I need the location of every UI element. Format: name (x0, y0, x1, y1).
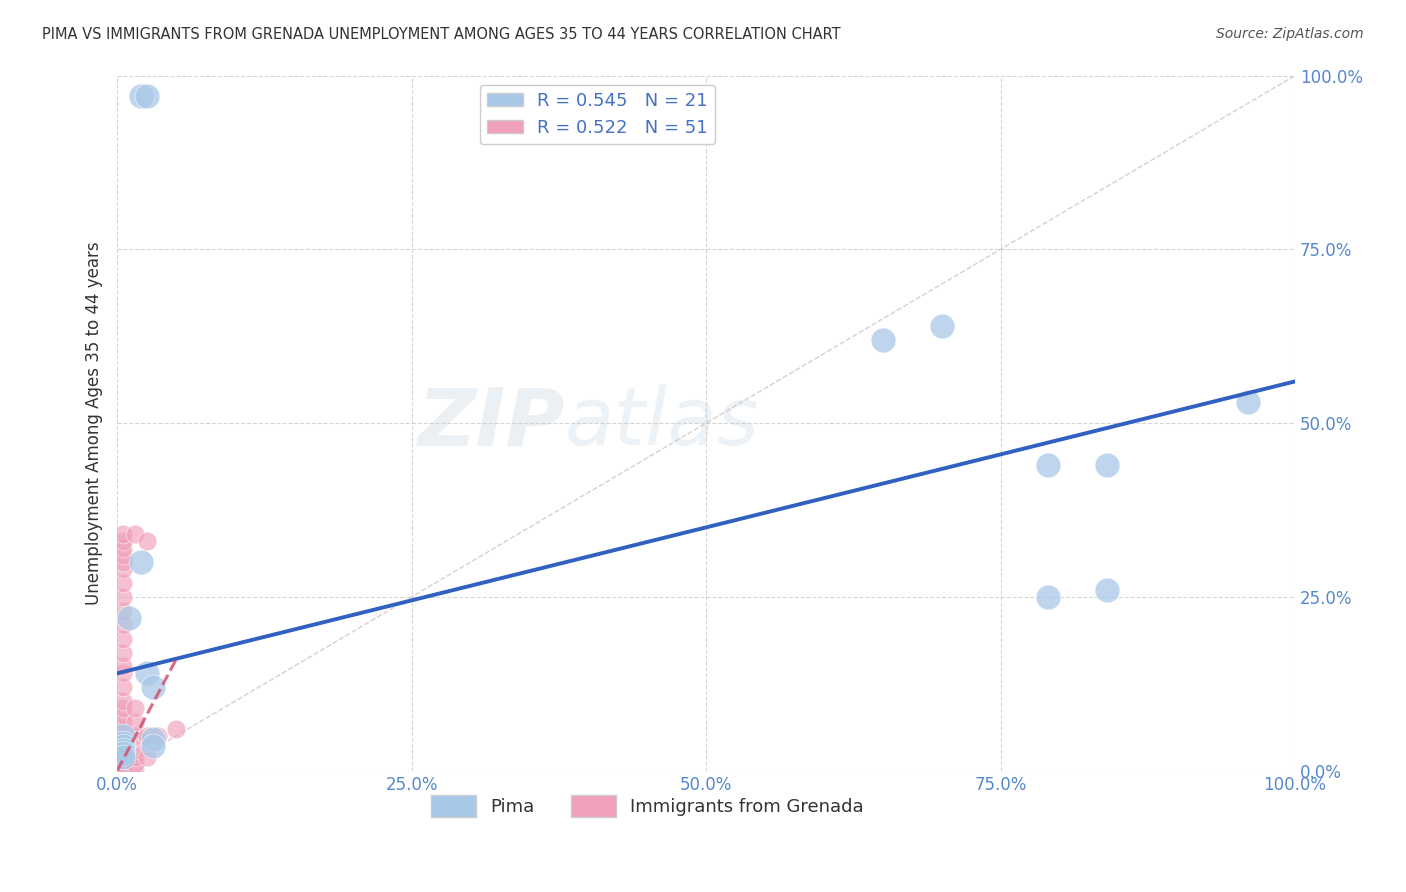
Point (112, 764, 135, 778)
Point (135, 749, 157, 764)
Point (129, 89, 152, 103)
Point (112, 743, 135, 757)
Point (1237, 395, 1260, 409)
Point (112, 617, 135, 632)
Point (124, 729, 146, 743)
Point (124, 743, 146, 757)
Point (135, 534, 157, 549)
Point (1095, 582, 1118, 597)
Point (112, 764, 135, 778)
Point (112, 764, 135, 778)
Point (124, 701, 146, 715)
Point (872, 333, 894, 347)
Point (124, 749, 146, 764)
Point (1036, 590, 1059, 604)
Point (112, 747, 135, 761)
Point (112, 739, 135, 754)
Point (112, 632, 135, 646)
Point (141, 739, 163, 754)
Point (112, 747, 135, 761)
Point (148, 729, 170, 743)
Point (112, 708, 135, 723)
Point (112, 714, 135, 729)
Point (124, 756, 146, 771)
Point (112, 541, 135, 556)
Point (112, 562, 135, 576)
Point (112, 753, 135, 767)
Point (112, 548, 135, 562)
Point (118, 611, 141, 625)
Point (112, 749, 135, 764)
Text: PIMA VS IMMIGRANTS FROM GRENADA UNEMPLOYMENT AMONG AGES 35 TO 44 YEARS CORRELATI: PIMA VS IMMIGRANTS FROM GRENADA UNEMPLOY… (42, 27, 841, 42)
Point (124, 764, 146, 778)
Point (112, 764, 135, 778)
Text: ZIP: ZIP (418, 384, 565, 462)
Point (165, 722, 187, 736)
Point (135, 89, 157, 103)
Point (112, 590, 135, 604)
Point (112, 680, 135, 694)
Point (112, 764, 135, 778)
Point (112, 604, 135, 618)
Point (931, 318, 953, 333)
Point (112, 729, 135, 743)
Point (1036, 458, 1059, 472)
Point (112, 749, 135, 764)
Point (135, 729, 157, 743)
Y-axis label: Unemployment Among Ages 35 to 44 years: Unemployment Among Ages 35 to 44 years (86, 242, 103, 605)
Point (129, 555, 152, 569)
Point (112, 760, 135, 774)
Point (112, 739, 135, 754)
Point (112, 555, 135, 569)
Point (112, 694, 135, 708)
Point (112, 756, 135, 771)
Point (112, 701, 135, 715)
Legend: Pima, Immigrants from Grenada: Pima, Immigrants from Grenada (423, 788, 870, 824)
Point (141, 680, 163, 694)
Point (112, 527, 135, 541)
Point (112, 736, 135, 750)
Point (112, 736, 135, 750)
Point (1095, 458, 1118, 472)
Point (112, 753, 135, 767)
Point (112, 749, 135, 764)
Point (112, 756, 135, 771)
Point (141, 732, 163, 747)
Point (112, 646, 135, 660)
Point (135, 666, 157, 681)
Point (112, 722, 135, 736)
Point (112, 534, 135, 549)
Point (112, 760, 135, 774)
Point (124, 714, 146, 729)
Point (112, 666, 135, 681)
Text: Source: ZipAtlas.com: Source: ZipAtlas.com (1216, 27, 1364, 41)
Point (112, 729, 135, 743)
Text: atlas: atlas (565, 384, 759, 462)
Point (112, 764, 135, 778)
Point (124, 527, 146, 541)
Point (112, 576, 135, 591)
Point (112, 659, 135, 673)
